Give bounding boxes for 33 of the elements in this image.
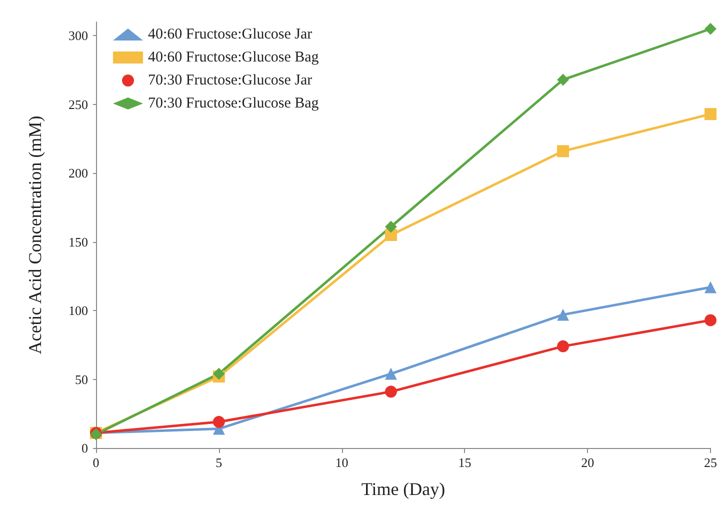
x-tick-label: 25 [704,455,717,470]
x-tick-label: 5 [216,455,222,470]
point [212,368,225,380]
y-tick-label: 100 [68,303,88,318]
point [212,416,225,428]
y-tick-label: 250 [68,96,88,112]
y-tick-label: 0 [82,440,88,456]
point [384,220,397,233]
y-tick-label: 150 [68,234,88,250]
point [384,386,397,398]
point [384,368,397,380]
legend-label: 40:60 Fructose:Glucose Bag [148,50,320,66]
point [704,281,716,294]
point [557,74,570,86]
point [384,229,397,241]
legend-label: 70:30 Fructose:Glucose Jar [148,72,312,88]
y-tick-label: 50 [75,372,88,387]
point [557,340,570,352]
point [557,145,570,158]
point [704,108,716,120]
legend-label: 40:60 Fructose:Glucose Jar [148,26,312,42]
point [557,308,570,321]
x-tick-label: 20 [581,455,594,470]
x-tick-label: 10 [335,455,348,470]
x-tick-label: 0 [92,455,100,470]
x-tick-label: 15 [458,455,472,470]
point [704,314,716,326]
x-axis-title: Time (Day) [361,479,446,499]
y-tick-label: 300 [68,28,88,44]
y-tick-label: 200 [68,166,88,181]
y-axis-title: Acetic Acid Concentration (mM) [25,116,45,354]
legend-label: 70:30 Fructose:Glucose Bag [148,96,320,112]
point [704,22,716,35]
